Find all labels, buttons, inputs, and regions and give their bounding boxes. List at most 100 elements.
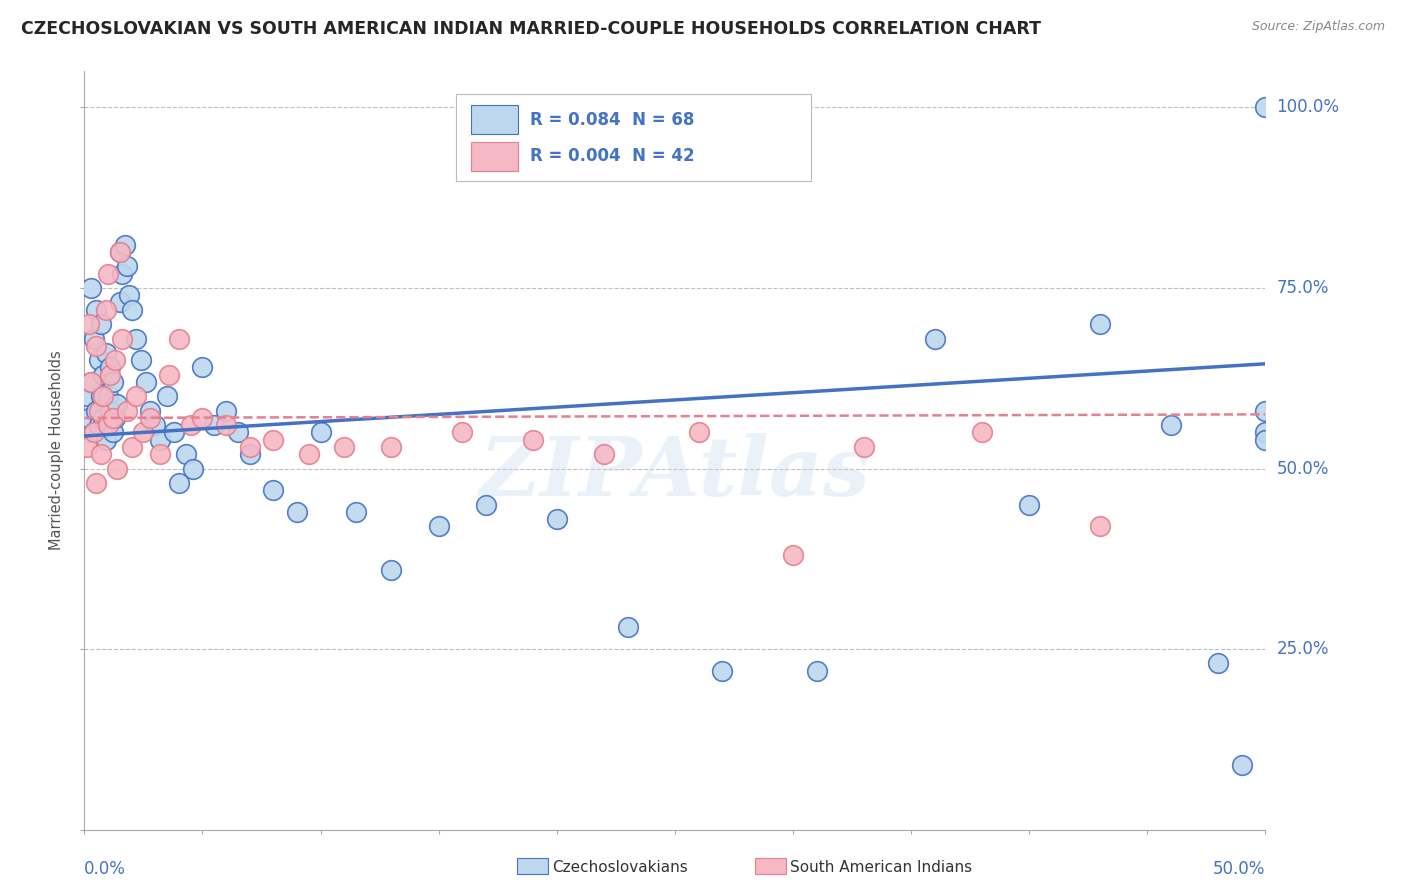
Text: 0.0%: 0.0% bbox=[84, 860, 127, 878]
Point bbox=[90, 317, 112, 331]
Point bbox=[143, 418, 166, 433]
Point bbox=[104, 353, 127, 368]
Point bbox=[333, 440, 356, 454]
Point bbox=[77, 317, 100, 331]
Point bbox=[107, 461, 129, 475]
Point bbox=[1254, 433, 1277, 447]
Point bbox=[132, 425, 155, 440]
Point bbox=[711, 664, 734, 678]
Point bbox=[1206, 657, 1229, 671]
Point bbox=[806, 664, 828, 678]
Text: South American Indians: South American Indians bbox=[790, 860, 973, 874]
Point bbox=[262, 483, 284, 498]
Point bbox=[87, 418, 110, 433]
Point bbox=[167, 332, 190, 346]
Point bbox=[344, 505, 367, 519]
Point bbox=[90, 389, 112, 403]
FancyBboxPatch shape bbox=[471, 105, 517, 135]
Point bbox=[181, 461, 204, 475]
Point bbox=[80, 281, 103, 295]
Point bbox=[285, 505, 308, 519]
Point bbox=[129, 353, 152, 368]
Point bbox=[380, 563, 402, 577]
Point bbox=[76, 440, 98, 454]
Text: CZECHOSLOVAKIAN VS SOUTH AMERICAN INDIAN MARRIED-COUPLE HOUSEHOLDS CORRELATION C: CZECHOSLOVAKIAN VS SOUTH AMERICAN INDIAN… bbox=[21, 20, 1040, 37]
FancyBboxPatch shape bbox=[471, 142, 517, 170]
Point bbox=[135, 375, 157, 389]
Point bbox=[101, 375, 124, 389]
Point bbox=[1230, 757, 1253, 772]
Point bbox=[1088, 317, 1111, 331]
Point bbox=[115, 260, 138, 274]
Point bbox=[157, 368, 180, 382]
Point bbox=[1254, 425, 1277, 440]
Point bbox=[94, 346, 117, 360]
Point bbox=[121, 440, 143, 454]
Point bbox=[139, 411, 162, 425]
Point bbox=[191, 411, 214, 425]
Point bbox=[380, 440, 402, 454]
Point bbox=[427, 519, 450, 533]
Text: Source: ZipAtlas.com: Source: ZipAtlas.com bbox=[1251, 20, 1385, 33]
Point bbox=[91, 411, 114, 425]
Point bbox=[215, 418, 238, 433]
Point bbox=[87, 403, 110, 417]
Point bbox=[108, 295, 131, 310]
Point bbox=[180, 418, 202, 433]
Point bbox=[84, 475, 107, 490]
Point bbox=[90, 447, 112, 461]
Point bbox=[1254, 100, 1277, 114]
Point bbox=[593, 447, 616, 461]
Point bbox=[163, 425, 186, 440]
Point bbox=[97, 418, 120, 433]
Point bbox=[94, 433, 117, 447]
Point bbox=[77, 411, 100, 425]
Point bbox=[149, 433, 172, 447]
Point bbox=[1160, 418, 1182, 433]
Point bbox=[149, 447, 172, 461]
Point bbox=[83, 332, 105, 346]
Point bbox=[91, 389, 114, 403]
Point bbox=[174, 447, 197, 461]
Point bbox=[1254, 403, 1277, 417]
Point bbox=[101, 411, 124, 425]
Point bbox=[115, 403, 138, 417]
Point bbox=[924, 332, 946, 346]
Text: 50.0%: 50.0% bbox=[1213, 860, 1265, 878]
Point bbox=[98, 403, 121, 417]
Point bbox=[91, 368, 114, 382]
Point bbox=[215, 403, 238, 417]
Point bbox=[616, 620, 638, 634]
Point bbox=[83, 425, 105, 440]
Point bbox=[121, 302, 143, 317]
FancyBboxPatch shape bbox=[457, 95, 811, 181]
Point bbox=[782, 548, 804, 562]
Point bbox=[84, 302, 107, 317]
Point bbox=[108, 244, 131, 259]
Point bbox=[87, 353, 110, 368]
Point bbox=[98, 360, 121, 375]
Point bbox=[1088, 519, 1111, 533]
Point bbox=[97, 389, 120, 403]
Point bbox=[298, 447, 321, 461]
Point bbox=[118, 288, 141, 302]
Point bbox=[108, 244, 131, 259]
Text: 100.0%: 100.0% bbox=[1277, 98, 1340, 117]
Point bbox=[522, 433, 544, 447]
Point bbox=[239, 440, 262, 454]
Point bbox=[97, 267, 120, 281]
Point bbox=[80, 375, 103, 389]
Point bbox=[104, 411, 127, 425]
Text: 75.0%: 75.0% bbox=[1277, 279, 1329, 297]
Point bbox=[94, 302, 117, 317]
Point bbox=[125, 389, 148, 403]
Point bbox=[262, 433, 284, 447]
Point bbox=[167, 475, 190, 490]
Text: R = 0.004  N = 42: R = 0.004 N = 42 bbox=[530, 147, 695, 165]
Point bbox=[97, 418, 120, 433]
Text: R = 0.084  N = 68: R = 0.084 N = 68 bbox=[530, 111, 695, 128]
Text: 50.0%: 50.0% bbox=[1277, 459, 1329, 477]
Point bbox=[451, 425, 474, 440]
Point bbox=[80, 375, 103, 389]
Point bbox=[98, 368, 121, 382]
